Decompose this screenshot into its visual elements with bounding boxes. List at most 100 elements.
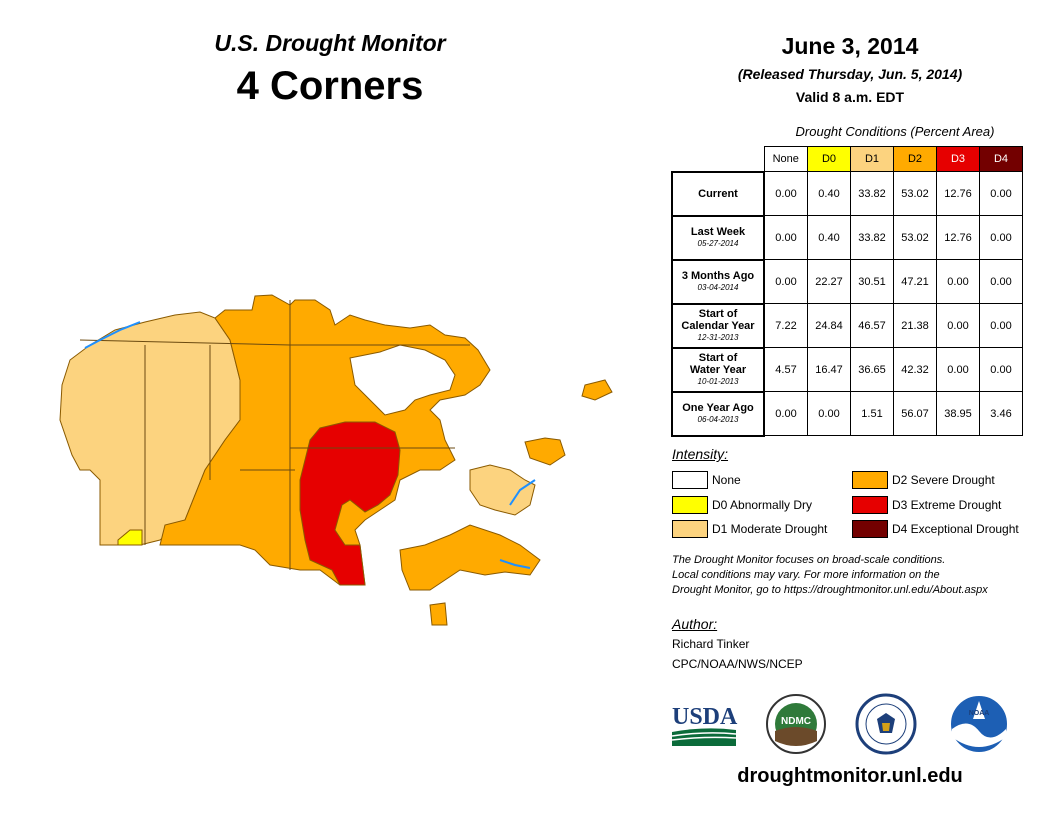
table-header-row: None D0 D1 D2 D3 D4	[672, 146, 1023, 173]
table-cell: 36.65	[850, 347, 894, 392]
table-row: Start of Calendar Year 12-31-2013 7.22 24.…	[671, 302, 1023, 349]
table-cell: 0.00	[936, 347, 980, 392]
valid-time: Valid 8 a.m. EDT	[795, 89, 905, 105]
legend-item-d1: D1 Moderate Drought	[672, 520, 827, 538]
column-d2: D2	[893, 146, 937, 172]
legend-swatch	[672, 520, 708, 538]
table-cell: 12.76	[936, 215, 980, 260]
column-d4: D4	[979, 146, 1023, 172]
table-cell: 0.00	[807, 391, 851, 436]
table-corner	[672, 146, 764, 173]
usda-logo-text: USDA	[672, 704, 738, 730]
table-cell: 0.00	[979, 347, 1023, 392]
legend-swatch	[852, 471, 888, 489]
table-cell: 0.00	[763, 259, 808, 304]
legend-label: D1 Moderate Drought	[712, 522, 828, 536]
table-cell: 0.00	[979, 303, 1023, 348]
table-cell: 4.57	[763, 347, 808, 392]
drought-conditions-table: None D0 D1 D2 D3 D4 Current 0.00 0.40 33…	[671, 146, 1023, 437]
column-none: None	[763, 146, 808, 172]
table-cell: 1.51	[850, 391, 894, 436]
legend-label: D4 Exceptional Drought	[892, 522, 1019, 536]
map-subtitle: U.S. Drought Monitor	[214, 30, 446, 56]
row-label: Current	[671, 170, 765, 217]
column-d1: D1	[850, 146, 894, 172]
legend-label: D2 Severe Drought	[892, 473, 995, 487]
table-row: Current 0.00 0.40 33.82 53.02 12.76 0.00	[671, 170, 1023, 217]
table-cell: 38.95	[936, 391, 980, 436]
usda-logo-icon: USDA	[671, 704, 738, 746]
table-cell: 53.02	[893, 171, 937, 216]
legend-label: None	[712, 473, 741, 487]
rivers	[84, 321, 536, 569]
table-cell: 0.00	[763, 215, 808, 260]
map-region-d2-east-mid	[524, 437, 566, 466]
table-cell: 0.00	[979, 259, 1023, 304]
table-cell: 7.22	[763, 303, 808, 348]
table-row: 3 Months Ago 03-04-2014 0.00 22.27 30.51 …	[671, 258, 1023, 305]
table-cell: 0.40	[807, 215, 851, 260]
table-cell: 42.32	[893, 347, 937, 392]
table-cell: 12.76	[936, 171, 980, 216]
map-region-d0	[117, 529, 143, 546]
table-title: Drought Conditions (Percent Area)	[795, 124, 995, 139]
table-cell: 0.00	[979, 171, 1023, 216]
table-cell: 0.40	[807, 171, 851, 216]
legend-swatch	[852, 520, 888, 538]
noaa-logo-text: NOAA	[969, 710, 990, 717]
map-title: 4 Corners	[236, 64, 424, 108]
legend-label: D0 Abnormally Dry	[712, 498, 813, 512]
author-name: Richard Tinker	[672, 637, 750, 651]
table-cell: 0.00	[936, 303, 980, 348]
legend-item-none: None	[672, 471, 741, 489]
legend-item-d2: D2 Severe Drought	[852, 471, 995, 489]
map-region-d1-east	[469, 464, 536, 516]
table-row: Start of Water Year 10-01-2013 4.57 16.47 …	[671, 346, 1023, 393]
table-cell: 46.57	[850, 303, 894, 348]
table-cell: 30.51	[850, 259, 894, 304]
note-line: Drought Monitor, go to https://droughtmo…	[672, 584, 988, 596]
legend-title: Intensity:	[672, 446, 729, 462]
table-row: One Year Ago 06-04-2013 0.00 0.00 1.51 56…	[671, 390, 1023, 437]
row-label: One Year Ago 06-04-2013	[671, 390, 765, 437]
author-title: Author:	[672, 616, 718, 632]
legend-item-d0: D0 Abnormally Dry	[672, 496, 812, 514]
legend-item-d3: D3 Extreme Drought	[852, 496, 1001, 514]
table-cell: 21.38	[893, 303, 937, 348]
map-region-none	[349, 344, 456, 416]
row-label: 3 Months Ago 03-04-2014	[671, 258, 765, 305]
map-region-d2-south-small	[429, 602, 448, 626]
state-borders	[79, 300, 470, 570]
column-d0: D0	[807, 146, 851, 172]
column-d3: D3	[936, 146, 980, 172]
legend-swatch	[672, 496, 708, 514]
noaa-logo-icon: NOAA	[949, 694, 1009, 754]
legend-swatch	[672, 471, 708, 489]
ndmc-logo-text: NDMC	[781, 716, 811, 727]
row-label: Last Week 05-27-2014	[671, 214, 765, 261]
map-region-d3	[299, 421, 401, 586]
legend-item-d4: D4 Exceptional Drought	[852, 520, 1019, 538]
ndmc-logo-icon: NDMC	[766, 694, 826, 754]
author-org: CPC/NOAA/NWS/NCEP	[672, 657, 803, 671]
release-date: (Released Thursday, Jun. 5, 2014)	[737, 66, 963, 82]
row-label: Start of Calendar Year 12-31-2013	[671, 302, 765, 349]
map-region-d2-east-small	[581, 379, 613, 401]
disclaimer-note: The Drought Monitor focuses on broad-sca…	[672, 553, 1042, 598]
table-cell: 53.02	[893, 215, 937, 260]
table-cell: 47.21	[893, 259, 937, 304]
legend-label: D3 Extreme Drought	[892, 498, 1002, 512]
table-cell: 0.00	[936, 259, 980, 304]
website-link[interactable]: droughtmonitor.unl.edu	[737, 765, 963, 787]
table-cell: 56.07	[893, 391, 937, 436]
table-cell: 33.82	[850, 171, 894, 216]
table-row: Last Week 05-27-2014 0.00 0.40 33.82 53.0…	[671, 214, 1023, 261]
legend-swatch	[852, 496, 888, 514]
row-label: Start of Water Year 10-01-2013	[671, 346, 765, 393]
note-line: Local conditions may vary. For more info…	[672, 569, 940, 581]
note-line: The Drought Monitor focuses on broad-sca…	[672, 554, 946, 566]
commerce-seal-icon	[855, 693, 917, 755]
map-region-d2-southeast	[399, 524, 541, 591]
table-cell: 16.47	[807, 347, 851, 392]
table-cell: 0.00	[763, 171, 808, 216]
